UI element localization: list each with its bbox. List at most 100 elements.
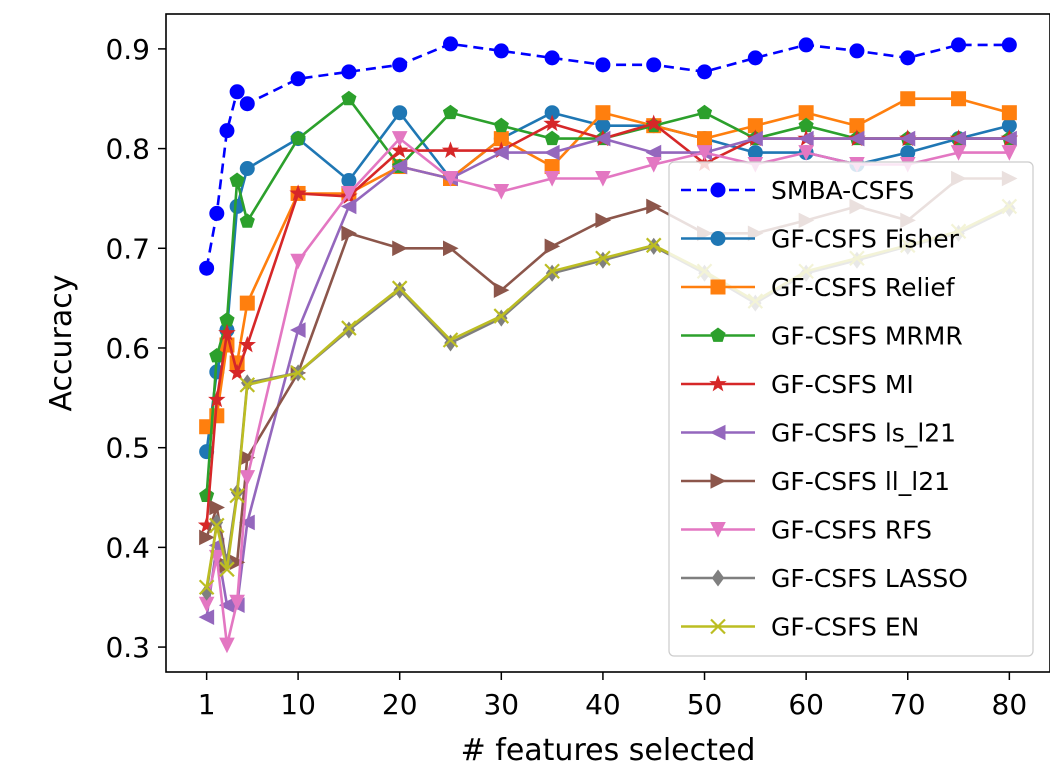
data-point: [544, 130, 560, 146]
legend-marker: [710, 279, 726, 295]
data-point: [543, 114, 561, 132]
data-point: [951, 37, 967, 53]
x-tick-label: 70: [890, 688, 926, 721]
data-point: [646, 198, 662, 215]
legend-label: GF-CSFS ls_l21: [771, 419, 956, 448]
data-point: [493, 308, 510, 324]
legend-marker: [709, 424, 726, 441]
data-point: [209, 347, 225, 363]
data-point: [544, 238, 561, 255]
data-point: [747, 50, 763, 66]
data-point: [696, 104, 713, 120]
data-point: [442, 171, 459, 187]
data-point: [199, 529, 215, 546]
legend-label: GF-CSFS ll_l21: [771, 467, 950, 496]
data-point: [290, 71, 306, 87]
data-point: [442, 332, 459, 348]
legend-marker: [710, 618, 726, 635]
data-point: [290, 130, 306, 146]
data-point: [443, 36, 459, 52]
y-tick-label: 0.9: [105, 33, 150, 66]
data-point: [392, 105, 408, 121]
data-point: [209, 205, 225, 221]
data-point: [798, 130, 814, 147]
legend-label: GF-CSFS RFS: [771, 516, 932, 545]
data-point: [199, 260, 215, 276]
x-tick-label: 80: [992, 688, 1028, 721]
legend-entry: GF-CSFS ll_l21: [681, 467, 950, 496]
data-point: [950, 145, 967, 161]
data-point: [697, 64, 713, 80]
data-point: [595, 250, 611, 267]
legend-marker: [710, 327, 726, 342]
legend-label: GF-CSFS Relief: [771, 273, 956, 302]
y-tick-label: 0.5: [105, 432, 150, 465]
data-point: [239, 377, 256, 393]
data-point: [341, 225, 358, 242]
legend-label: GF-CSFS Fisher: [771, 225, 960, 254]
x-tick-label: 1: [198, 688, 216, 721]
data-point: [644, 114, 663, 132]
data-point: [441, 141, 460, 159]
data-point: [391, 141, 409, 159]
data-point: [289, 184, 307, 201]
data-point: [239, 514, 255, 531]
data-point: [899, 130, 916, 147]
data-point: [798, 145, 814, 161]
legend-marker: [709, 374, 727, 392]
data-point: [392, 240, 408, 257]
data-point: [393, 281, 406, 299]
legend-entry: GF-CSFS MI: [681, 370, 914, 399]
data-point: [392, 57, 408, 73]
data-point: [239, 213, 255, 228]
data-point: [544, 50, 560, 66]
legend-entry: SMBA-CSFS: [681, 176, 914, 205]
data-point: [239, 295, 255, 311]
data-point: [289, 322, 306, 338]
data-point: [290, 365, 306, 381]
legend-marker: [710, 231, 726, 246]
data-point: [697, 131, 713, 147]
y-tick-label: 0.7: [105, 232, 150, 265]
data-point: [443, 240, 459, 257]
legend-marker: [710, 473, 727, 489]
data-point: [544, 263, 560, 279]
data-point: [238, 335, 256, 353]
x-tick-label: 40: [585, 688, 621, 721]
data-point: [219, 637, 235, 654]
data-point: [849, 43, 865, 59]
data-point: [229, 594, 245, 611]
legend-entry: GF-CSFS LASSO: [681, 564, 968, 593]
data-point: [493, 183, 510, 200]
x-tick-label: 30: [483, 688, 519, 721]
data-point: [493, 282, 510, 298]
legend-label: GF-CSFS EN: [771, 613, 919, 642]
data-point: [229, 172, 245, 187]
data-point: [444, 334, 457, 352]
data-point: [239, 470, 256, 486]
legend-entry: GF-CSFS ls_l21: [681, 419, 956, 448]
data-point: [208, 390, 226, 408]
data-point: [696, 145, 713, 161]
data-point: [341, 185, 357, 202]
x-tick-label: 10: [280, 688, 316, 721]
data-point: [340, 198, 357, 215]
legend-entry: GF-CSFS MRMR: [681, 322, 963, 351]
data-point: [219, 123, 235, 139]
x-tick-label: 50: [687, 688, 723, 721]
data-point: [1001, 37, 1017, 53]
data-point: [1001, 145, 1018, 161]
series-smba-csfs: [199, 36, 1017, 276]
legend-marker: [711, 569, 725, 587]
legend-entry: GF-CSFS EN: [681, 613, 919, 642]
legend-label: GF-CSFS MRMR: [771, 322, 963, 351]
data-point: [229, 487, 245, 504]
data-point: [1001, 130, 1017, 147]
data-point: [848, 130, 865, 147]
legend-label: GF-CSFS MI: [771, 370, 914, 399]
data-point: [645, 237, 662, 254]
series-layer: [197, 36, 1019, 654]
data-point: [391, 131, 408, 147]
y-axis-title: Accuracy: [44, 275, 79, 412]
data-point: [950, 130, 967, 147]
